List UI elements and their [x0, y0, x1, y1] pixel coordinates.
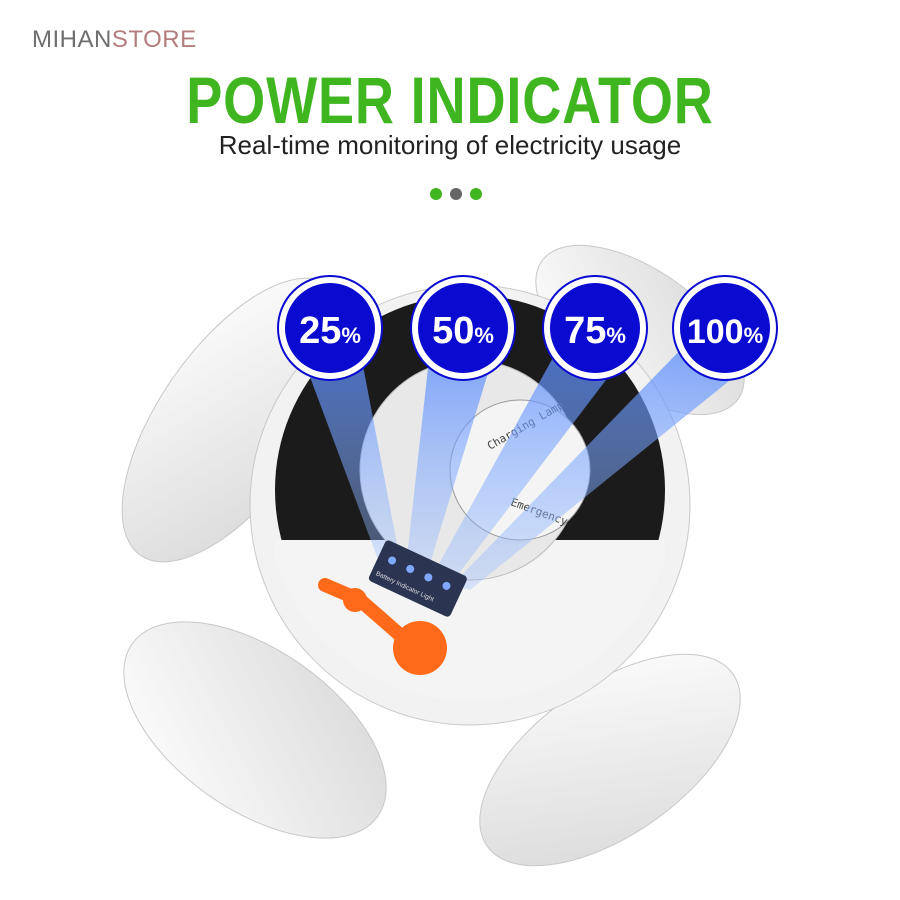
pager-dot[interactable] — [470, 188, 482, 200]
indicator-badge-50: 50% — [410, 275, 516, 381]
indicator-badge-100: 100% — [672, 275, 778, 381]
page-title: POWER INDICATOR — [186, 63, 714, 137]
indicator-label: 25% — [299, 310, 361, 352]
pager-dot[interactable] — [430, 188, 442, 200]
store-logo: MIHANSTORE — [32, 26, 197, 54]
indicator-label: 75% — [564, 310, 626, 352]
indicator-badge-75: 75% — [542, 275, 648, 381]
logo-part-1: MIHAN — [32, 26, 112, 53]
indicator-beams — [300, 340, 755, 590]
pager-dot-active[interactable] — [450, 188, 462, 200]
logo-part-2: STORE — [111, 26, 197, 53]
indicator-label: 50% — [432, 310, 494, 352]
indicator-badge-25: 25% — [277, 275, 383, 381]
page-subtitle: Real-time monitoring of electricity usag… — [218, 130, 682, 160]
orange-switch — [318, 578, 447, 675]
indicator-label: 100% — [687, 313, 763, 351]
pager-dots — [430, 188, 482, 200]
